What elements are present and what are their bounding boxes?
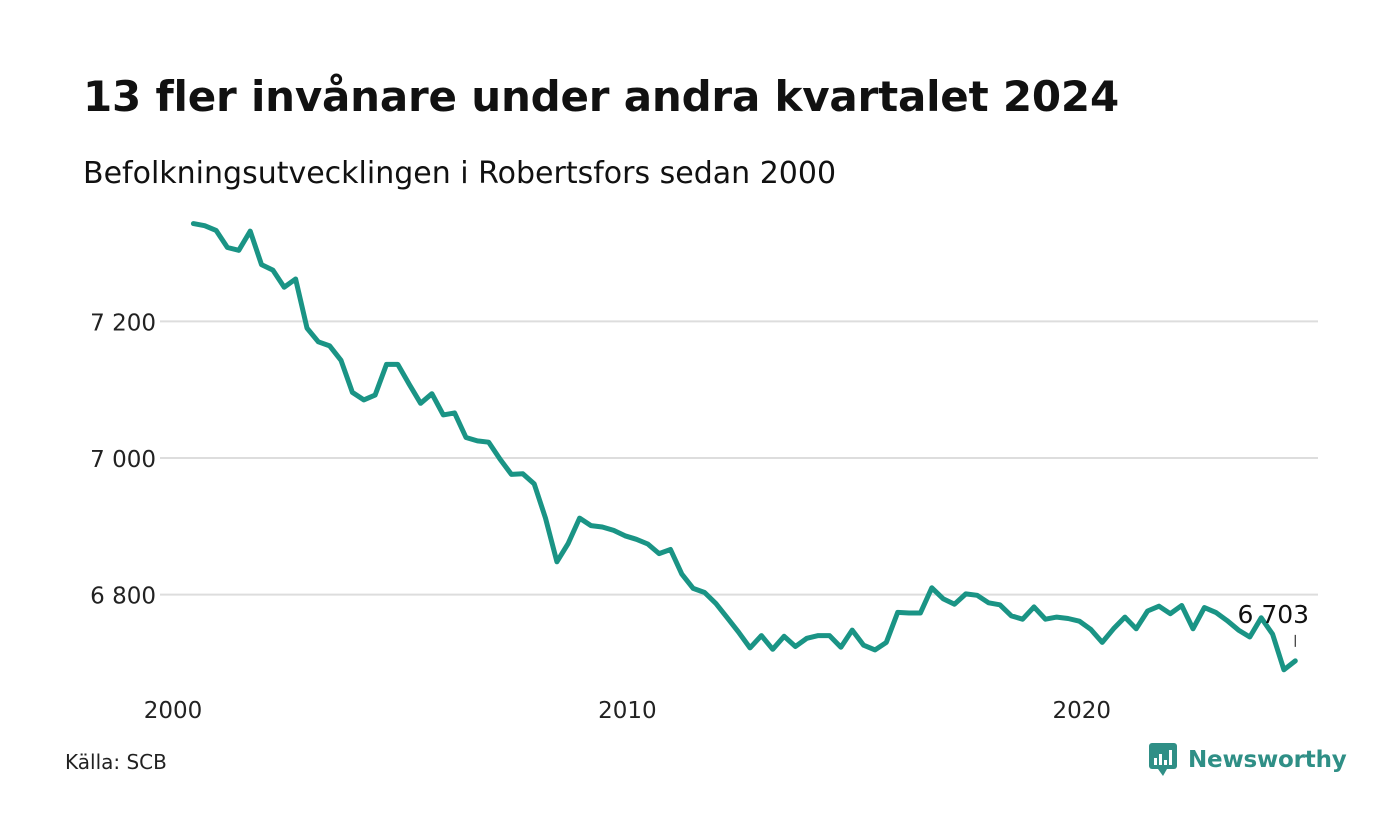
chart-bubble-icon xyxy=(1149,743,1177,776)
y-axis-tick-labels: 6 800 7 000 7 200 xyxy=(90,310,156,609)
last-value-label: 6 703 xyxy=(1237,600,1309,629)
x-tick-label: 2010 xyxy=(598,698,657,724)
x-tick-label: 2020 xyxy=(1053,698,1112,724)
x-axis-tick-labels: 2000 2010 2020 xyxy=(144,698,1111,724)
source-note: Källa: SCB xyxy=(65,750,167,774)
annotation-layer: 6 703 xyxy=(1237,600,1309,647)
series-line xyxy=(190,221,1298,673)
brand-logo[interactable]: Newsworthy xyxy=(1148,742,1347,778)
series-population xyxy=(190,221,1298,673)
gridlines xyxy=(160,320,1318,596)
y-tick-label: 7 200 xyxy=(90,310,156,336)
brand-name: Newsworthy xyxy=(1188,747,1347,773)
y-tick-label: 6 800 xyxy=(90,584,156,610)
y-tick-label: 7 000 xyxy=(90,447,156,473)
chart-subtitle: Befolkningsutvecklingen i Robertsfors se… xyxy=(83,156,837,191)
x-tick-label: 2000 xyxy=(144,698,203,724)
chart-title: 13 fler invånare under andra kvartalet 2… xyxy=(83,72,1119,121)
